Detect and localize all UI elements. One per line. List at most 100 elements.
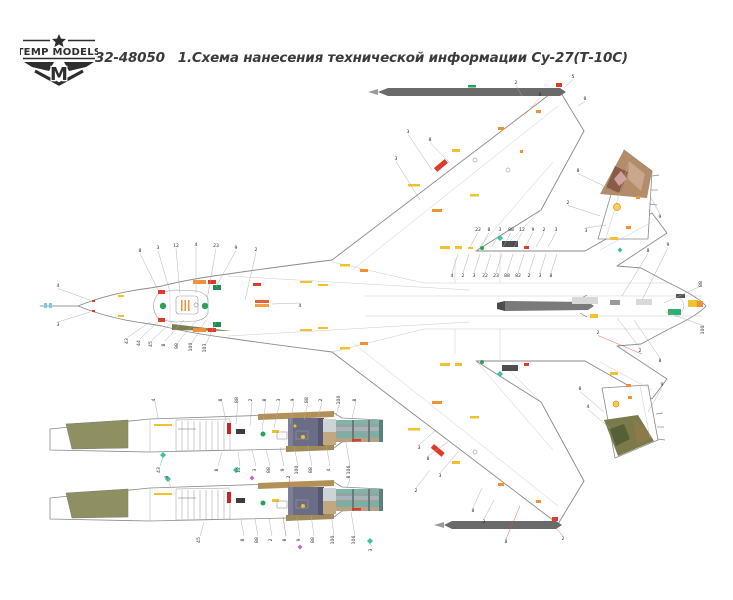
- callout-label: 2: [639, 348, 642, 354]
- stencil-diamond: [249, 475, 255, 481]
- structure-line: [599, 221, 653, 251]
- stencil-diamond: [617, 247, 623, 253]
- structure-line: [175, 449, 231, 452]
- leader-line: [157, 250, 171, 293]
- leader-line: [597, 335, 643, 355]
- stencil-mark: [336, 433, 382, 437]
- stencil-mark: [379, 420, 383, 442]
- callout-label: 88: [254, 537, 260, 543]
- structure-line: [351, 105, 559, 271]
- leader-line: [633, 319, 661, 359]
- stencil-mark: [255, 304, 269, 307]
- rail-nose-cap: [368, 89, 378, 95]
- leader-line: [139, 253, 159, 291]
- leader-line: [506, 253, 514, 274]
- callout-label: 3: [473, 273, 476, 279]
- stencil-mark: [318, 418, 324, 446]
- leader-line: [515, 85, 523, 97]
- callout-label: 3: [157, 245, 160, 251]
- stencil-mark: [452, 461, 460, 464]
- leader-line: [547, 232, 557, 248]
- leader-line: [127, 321, 151, 338]
- fin-camo-blob: [614, 171, 627, 186]
- structure-line: [655, 412, 664, 415]
- structure-line: [351, 341, 559, 507]
- stencil-mark: [480, 360, 484, 364]
- stencil-mark: [175, 295, 199, 315]
- leader-line: [429, 142, 451, 164]
- callout-label: 9: [659, 214, 662, 220]
- callout-label: 106: [351, 536, 357, 545]
- stencil-mark: [260, 500, 266, 506]
- stencil-mark: [572, 297, 598, 304]
- stencil-mark: [301, 504, 305, 508]
- stencil-mark: [318, 327, 328, 329]
- stencil-diamond: [233, 467, 239, 473]
- stencil-mark: [610, 300, 620, 305]
- stencil-mark: [336, 420, 382, 424]
- callout-label: 8: [427, 456, 430, 462]
- structure-line: [504, 365, 542, 403]
- callout-label: 8: [429, 137, 432, 143]
- leader-line: [550, 253, 558, 274]
- stencil-mark: [520, 150, 523, 153]
- leader-line: [528, 253, 536, 274]
- callout-label: 106: [346, 466, 352, 475]
- callout-label: 98: [174, 343, 180, 349]
- callout-label: 3: [407, 129, 410, 135]
- fin-camo-blob: [633, 419, 649, 444]
- structure-line: [579, 312, 588, 318]
- callout-label: 2: [567, 200, 570, 206]
- intake-cover-panel: [65, 419, 129, 450]
- callout-label: 3: [585, 228, 588, 234]
- callout-label: 8: [214, 468, 220, 471]
- callout-label: 8: [240, 538, 246, 541]
- leader-line: [177, 320, 197, 343]
- structure-line: [175, 418, 231, 421]
- leader-line: [271, 302, 301, 305]
- stencil-mark: [188, 300, 190, 311]
- leader-line: [665, 311, 705, 327]
- callout-label: 3: [499, 227, 502, 233]
- leader-line: [296, 515, 301, 537]
- stencil-mark: [408, 428, 420, 431]
- leader-line: [462, 253, 470, 274]
- canopy-outline: [153, 289, 209, 323]
- stencil-mark: [440, 363, 450, 366]
- stencil-mark: [118, 295, 124, 297]
- callout-label: 4: [299, 303, 302, 309]
- stencil-mark: [352, 420, 354, 442]
- stencil-mark: [455, 246, 462, 249]
- stencil-mark: [340, 347, 350, 350]
- rail-nose-cap: [434, 522, 444, 528]
- structure-line: [175, 518, 231, 521]
- leader-line: [167, 478, 172, 489]
- stencil-mark: [352, 508, 361, 511]
- stencil-mark: [697, 301, 703, 307]
- callout-label: 88: [310, 537, 316, 543]
- leader-line: [199, 521, 205, 537]
- stencil-mark: [360, 269, 368, 272]
- stencil-mark: [154, 424, 172, 426]
- stencil-mark: [432, 401, 442, 404]
- leader-line: [451, 253, 459, 274]
- callout-label: 3: [395, 156, 398, 162]
- stencil-mark: [524, 363, 529, 366]
- stencil-mark: [472, 157, 478, 163]
- stencil-mark: [498, 483, 504, 486]
- stencil-mark: [352, 489, 354, 511]
- stencil-mark: [452, 149, 460, 152]
- brand-logo: TEMP MODELS M: [20, 34, 98, 86]
- callout-label: 8: [647, 248, 650, 254]
- callout-label: 2: [562, 536, 565, 542]
- callout-label: 8: [584, 96, 587, 102]
- stencil-mark: [288, 487, 293, 515]
- leader-line: [330, 512, 335, 537]
- stencil-mark: [468, 85, 476, 88]
- callout-label: 3: [418, 445, 421, 451]
- stencil-mark: [255, 300, 269, 303]
- leader-line: [221, 401, 227, 423]
- stencil-mark: [318, 487, 324, 515]
- leader-line: [415, 469, 431, 489]
- leader-line: [154, 401, 159, 419]
